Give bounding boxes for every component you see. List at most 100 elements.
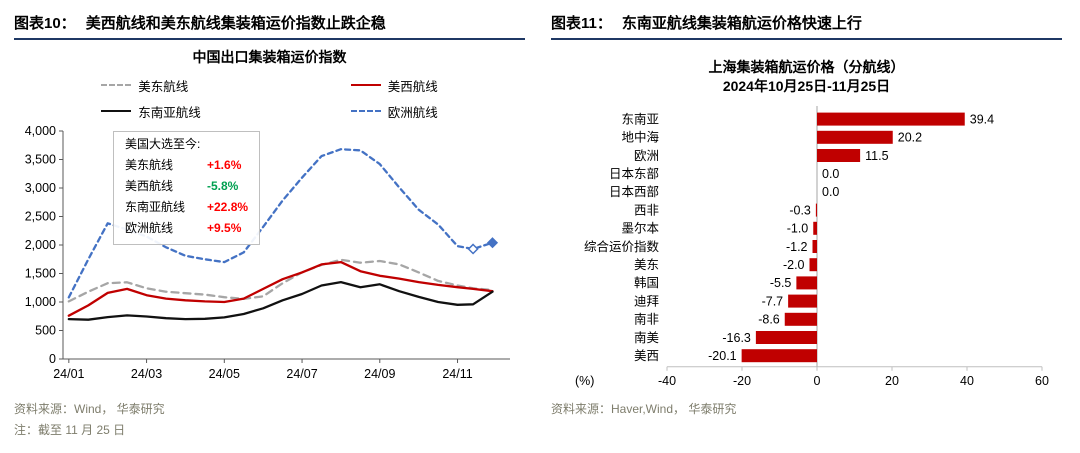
legend-item-3: 欧洲航线 xyxy=(350,102,438,121)
value-label: -2.0 xyxy=(782,258,804,272)
value-label: 11.5 xyxy=(865,149,888,163)
bar-2 xyxy=(816,148,860,162)
x-axis-unit-label: (%) xyxy=(575,374,594,388)
figure-11-number: 图表11： xyxy=(551,15,612,32)
y-tick-label: 2,500 xyxy=(25,209,56,223)
x-tick-label: 24/01 xyxy=(53,367,84,381)
bar-chart-title: 上海集装箱航运价格（分航线） xyxy=(708,59,905,75)
bar-11 xyxy=(784,312,817,326)
x-tick-label: 24/05 xyxy=(209,367,240,381)
bar-6 xyxy=(812,221,817,235)
election-annotation-box: 美国大选至今: 美东航线 +1.6% 美西航线 -5.8% 东南亚航线 +22.8% 欧洲航… xyxy=(113,130,261,245)
figure-10-note: 注：截至 11 月 25 日 xyxy=(14,423,126,437)
bar-10 xyxy=(787,294,817,308)
y-tick-label: 1,000 xyxy=(25,295,56,309)
annotation-route-label: 东南亚航线 xyxy=(125,199,186,214)
line-chart-block: 中国出口集装箱运价指数 美东航线 美西航线 东南亚航线 欧洲航线 0 500 1,000 1… xyxy=(14,48,525,389)
figure-11-title: 东南亚航线集装箱航运价格快速上行 xyxy=(621,15,862,32)
annotation-change-value: -5.8% xyxy=(207,178,239,193)
value-label: 0.0 xyxy=(822,185,839,199)
y-tick-label: 1,500 xyxy=(25,266,56,280)
annotation-rows: 美东航线 +1.6% 美西航线 -5.8% 东南亚航线 +22.8% 欧洲航线 +9.5% xyxy=(125,158,248,236)
category-label: 日本东部 xyxy=(608,166,658,181)
bar-5 xyxy=(815,203,817,217)
annotation-row-3: 欧洲航线 +9.5% xyxy=(125,221,248,236)
x-tick-label: 20 xyxy=(885,374,899,388)
bar-8 xyxy=(809,257,817,271)
annotation-route-label: 美东航线 xyxy=(125,157,174,172)
value-label: 0.0 xyxy=(822,167,839,181)
series-line-0 xyxy=(67,258,494,303)
bar-chart-block: 上海集装箱航运价格（分航线） 2024年10月25日-11月25日 -40 -20… xyxy=(551,48,1062,390)
diamond-marker xyxy=(486,237,499,249)
figure-11-footer: 资料来源：Haver,Wind， 华泰研究 xyxy=(551,399,1062,443)
annotation-change-value: +1.6% xyxy=(207,157,242,172)
line-chart-canvas: 0 500 1,000 1,500 2,000 2,500 3,000 3,500 4,000 2… xyxy=(25,125,510,381)
line-chart-legend: 美东航线 美西航线东南亚航线 欧洲航线 xyxy=(101,76,438,121)
bar-12 xyxy=(755,330,817,344)
figure-10-header: 图表10： 美西航线和美东航线集装箱运价指数止跌企稳 xyxy=(14,12,525,40)
line-chart-area: 0 500 1,000 1,500 2,000 2,500 3,000 3,500 4,000 2… xyxy=(17,125,522,389)
category-label: 南美 xyxy=(633,330,658,345)
legend-label: 美西航线 xyxy=(387,79,438,94)
legend-label: 东南亚航线 xyxy=(138,105,201,120)
category-label: 地中海 xyxy=(621,129,659,144)
figure-10-number: 图表10： xyxy=(14,15,76,32)
x-tick-label: 24/09 xyxy=(364,367,395,381)
category-label: 综合运价指数 xyxy=(583,239,659,254)
legend-item-2: 东南亚航线 xyxy=(101,102,201,121)
value-label: 39.4 xyxy=(969,112,993,126)
value-label: -0.3 xyxy=(789,203,811,217)
x-tick-label: 0 xyxy=(813,374,820,388)
x-tick-label: 40 xyxy=(960,374,974,388)
bar-1 xyxy=(816,130,893,144)
category-label: 迪拜 xyxy=(633,294,658,308)
annotation-row-0: 美东航线 +1.6% xyxy=(125,158,248,173)
figure-10-panel: 图表10： 美西航线和美东航线集装箱运价指数止跌企稳 中国出口集装箱运价指数 美… xyxy=(14,12,525,443)
legend-item-0: 美东航线 xyxy=(101,76,201,95)
category-label: 西非 xyxy=(633,203,658,217)
x-tick-label: 24/03 xyxy=(131,367,162,381)
legend-swatch-icon xyxy=(101,84,132,87)
figure-10-title: 美西航线和美东航线集装箱运价指数止跌企稳 xyxy=(85,15,386,32)
annotation-route-label: 欧洲航线 xyxy=(125,220,174,235)
diamond-marker xyxy=(467,243,479,255)
category-label: 南非 xyxy=(633,311,658,326)
annotation-route-label: 美西航线 xyxy=(125,178,174,193)
y-tick-label: 3,000 xyxy=(25,181,56,195)
value-label: -20.1 xyxy=(708,349,737,363)
annotation-row-1: 美西航线 -5.8% xyxy=(125,179,248,194)
annotation-title: 美国大选至今: xyxy=(125,136,201,151)
bar-13 xyxy=(741,348,817,362)
figure-10-source: 资料来源：Wind， 华泰研究 xyxy=(14,402,165,416)
value-label: 20.2 xyxy=(897,130,921,144)
figure-11-source: 资料来源：Haver,Wind， 华泰研究 xyxy=(551,402,737,416)
category-label: 美西 xyxy=(633,349,658,363)
value-label: -16.3 xyxy=(722,331,751,345)
category-label: 美东 xyxy=(633,258,658,272)
y-tick-label: 2,000 xyxy=(25,238,56,252)
bar-0 xyxy=(816,112,965,126)
figure-10-footer: 资料来源：Wind， 华泰研究 注：截至 11 月 25 日 xyxy=(14,399,525,443)
figure-11-panel: 图表11： 东南亚航线集装箱航运价格快速上行 上海集装箱航运价格（分航线） 20… xyxy=(551,12,1062,443)
figure-11-header: 图表11： 东南亚航线集装箱航运价格快速上行 xyxy=(551,12,1062,40)
x-tick-label: -40 xyxy=(657,374,675,388)
bar-chart-subtitle: 2024年10月25日-11月25日 xyxy=(722,77,891,94)
y-tick-label: 0 xyxy=(49,352,56,366)
line-chart-title: 中国出口集装箱运价指数 xyxy=(192,49,347,65)
annotation-row-2: 东南亚航线 +22.8% xyxy=(125,200,248,215)
category-label: 东南亚 xyxy=(621,111,659,126)
x-tick-label: 24/07 xyxy=(286,367,317,381)
x-tick-label: -20 xyxy=(732,374,750,388)
series-line-1 xyxy=(67,260,494,317)
bar-9 xyxy=(795,276,817,290)
legend-label: 欧洲航线 xyxy=(387,105,438,120)
legend-label: 美东航线 xyxy=(138,79,189,94)
x-tick-label: 60 xyxy=(1035,374,1049,388)
value-label: -1.0 xyxy=(786,221,808,235)
bar-chart-canvas: -40 -20 0 20 40 60 (%) 东南亚 39.4 地中海 20.2 欧洲 11.5 日本东部… xyxy=(575,105,1049,388)
value-label: -8.6 xyxy=(758,312,780,326)
annotation-change-value: +9.5% xyxy=(207,220,242,235)
legend-item-1: 美西航线 xyxy=(350,76,438,95)
